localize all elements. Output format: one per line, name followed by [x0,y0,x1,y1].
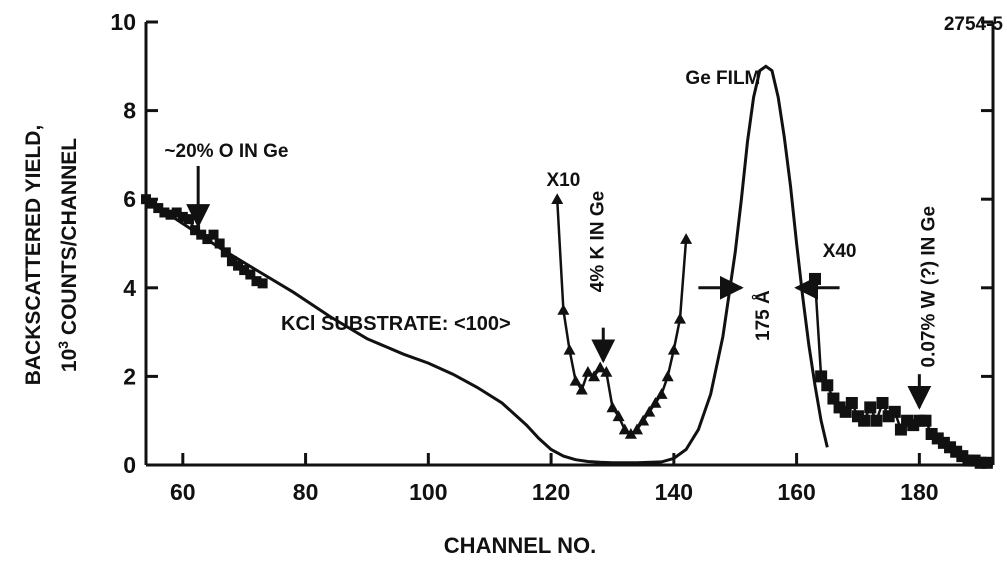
data-point-dot-1 [147,198,158,209]
y-axis-ticks: 0 2 4 6 8 10 [110,9,993,478]
data-point-dot-0 [141,194,151,205]
data-point-triangle-9 [606,401,619,413]
data-point-dot-5 [171,207,182,218]
data-point-triangle-16 [649,396,662,408]
y-axis-label-line1: BACKSCATTERED YIELD, [22,125,45,386]
data-point-dot-17 [245,269,256,280]
data-point-triangle-7 [594,361,607,373]
y-axis-label-base: 10 [58,349,81,372]
data-point-triangle-18 [661,370,674,382]
x-tick-label-140: 140 [655,479,693,505]
annotation-layer: Ge FILM ~20% O IN Ge X10 4% K IN Ge 175 Å X40… [164,68,940,410]
data-point-square-0 [809,272,822,285]
spectrum-line [145,64,829,465]
y-tick-label-0: 0 [123,452,136,478]
data-point-square-9 [864,401,877,414]
y-axis-label-units: COUNTS/CHANNEL [58,138,81,341]
data-point-dot-13 [220,247,231,258]
y-axis-label-exponent: 3 [55,341,71,349]
data-point-triangle-0 [551,193,564,204]
data-point-dot-14 [226,256,237,267]
x-tick-label-120: 120 [532,479,570,505]
data-point-dot-8 [190,225,201,236]
data-point-triangle-5 [581,365,594,377]
data-point-square-13 [888,405,901,418]
data-point-triangle-17 [655,388,668,399]
data-point-triangle-20 [673,312,686,324]
annotation-tungsten: 0.07% W (?) IN Ge [919,206,940,368]
data-point-triangle-13 [631,423,644,435]
annotation-substrate: KCl SUBSTRATE: <100> [281,313,511,335]
data-point-triangle-4 [575,383,588,395]
data-point-square-2 [821,379,834,392]
data-point-dot-7 [183,214,194,225]
y-tick-label-2: 2 [123,363,136,389]
x-tick-label-100: 100 [409,479,447,505]
annotation-thickness: 175 Å [753,290,774,341]
y-tick-label-4: 4 [123,275,136,301]
data-point-square-6 [845,396,858,409]
data-point-triangle-6 [588,370,601,382]
data-point-dot-11 [208,229,219,240]
data-point-dot-6 [177,211,188,222]
plot-frame [144,22,995,467]
data-point-triangle-14 [637,414,650,426]
data-point-dot-2 [153,203,164,214]
data-point-dot-9 [196,229,207,240]
annotation-potassium: 4% K IN Ge [587,191,608,292]
annotation-x40: X40 [823,241,857,262]
data-point-triangle-12 [624,427,637,439]
annotation-x10: X10 [546,170,580,191]
data-point-triangle-21 [680,233,693,244]
x-tick-label-180: 180 [900,479,938,505]
y-tick-label-8: 8 [123,98,136,124]
data-point-square-18 [919,414,932,427]
data-point-square-11 [876,396,889,409]
data-point-dot-3 [159,207,170,218]
data-point-triangle-15 [643,405,656,417]
data-point-triangle-11 [618,423,631,435]
annotation-oxygen: ~20% O IN Ge [164,141,288,162]
data-point-triangle-8 [600,365,613,377]
data-point-triangle-19 [667,343,680,355]
data-point-dot-18 [251,276,262,287]
y-axis-label-line2: 103 COUNTS/CHANNEL [55,138,81,372]
data-point-dot-15 [233,260,244,271]
figure-id: 2754-5 [944,14,1004,35]
x-axis-label: CHANNEL NO. [444,533,596,558]
data-point-square-10 [870,414,883,427]
data-point-dot-16 [239,265,250,276]
y-tick-label-6: 6 [123,186,136,212]
data-point-square-8 [858,414,871,427]
x-axis-ticks: 60 80 100 120 140 160 180 [170,453,939,505]
x-tick-label-60: 60 [170,479,196,505]
data-point-dot-19 [257,278,268,289]
data-point-triangle-1 [557,303,570,315]
y-tick-label-10: 10 [110,9,136,35]
data-point-dot-10 [202,234,213,245]
data-point-triangle-3 [569,374,582,386]
series-layer [141,64,993,469]
x-tick-label-160: 160 [777,479,815,505]
annotation-ge-film: Ge FILM [685,68,760,89]
x-tick-label-80: 80 [293,479,319,505]
data-point-square-28 [980,456,993,469]
data-point-dot-12 [214,238,225,249]
data-point-dot-4 [165,209,176,220]
data-point-triangle-2 [563,343,576,355]
data-point-triangle-10 [612,410,625,422]
